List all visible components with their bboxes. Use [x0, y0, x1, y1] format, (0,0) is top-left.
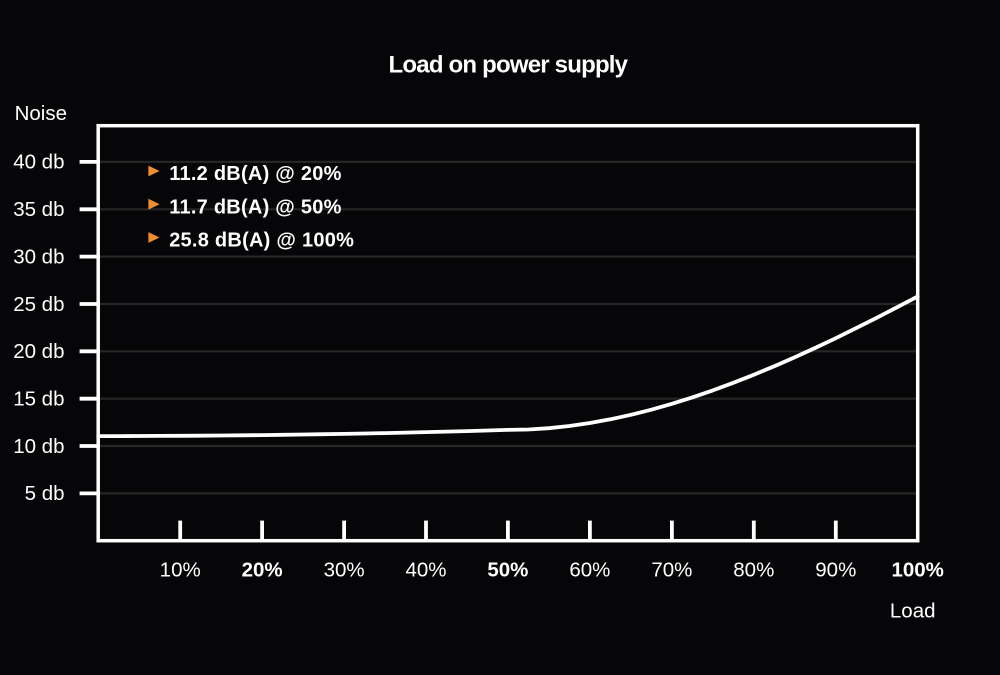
svg-text:100%: 100% [891, 559, 943, 582]
svg-text:Noise: Noise [15, 102, 67, 125]
svg-text:80%: 80% [733, 559, 774, 582]
svg-text:20%: 20% [242, 559, 283, 582]
svg-text:40 db: 40 db [13, 151, 64, 174]
svg-text:50%: 50% [487, 559, 528, 582]
svg-text:11.2 dB(A) @ 20%: 11.2 dB(A) @ 20% [169, 163, 341, 185]
svg-text:70%: 70% [651, 559, 692, 582]
svg-text:10 db: 10 db [13, 435, 64, 458]
svg-text:35 db: 35 db [13, 198, 64, 221]
svg-text:Load: Load [890, 600, 936, 623]
svg-text:60%: 60% [569, 559, 610, 582]
svg-text:25.8 dB(A) @ 100%: 25.8 dB(A) @ 100% [169, 230, 354, 252]
svg-text:25 db: 25 db [13, 293, 64, 316]
svg-text:40%: 40% [405, 559, 446, 582]
svg-text:10%: 10% [160, 559, 201, 582]
svg-text:15 db: 15 db [13, 388, 64, 411]
svg-text:90%: 90% [815, 559, 856, 582]
svg-text:Load on power supply: Load on power supply [389, 52, 629, 79]
svg-text:20 db: 20 db [13, 340, 64, 363]
svg-text:30 db: 30 db [13, 245, 64, 268]
svg-text:11.7 dB(A) @ 50%: 11.7 dB(A) @ 50% [169, 196, 341, 218]
svg-text:5 db: 5 db [25, 482, 65, 505]
svg-text:30%: 30% [324, 559, 365, 582]
